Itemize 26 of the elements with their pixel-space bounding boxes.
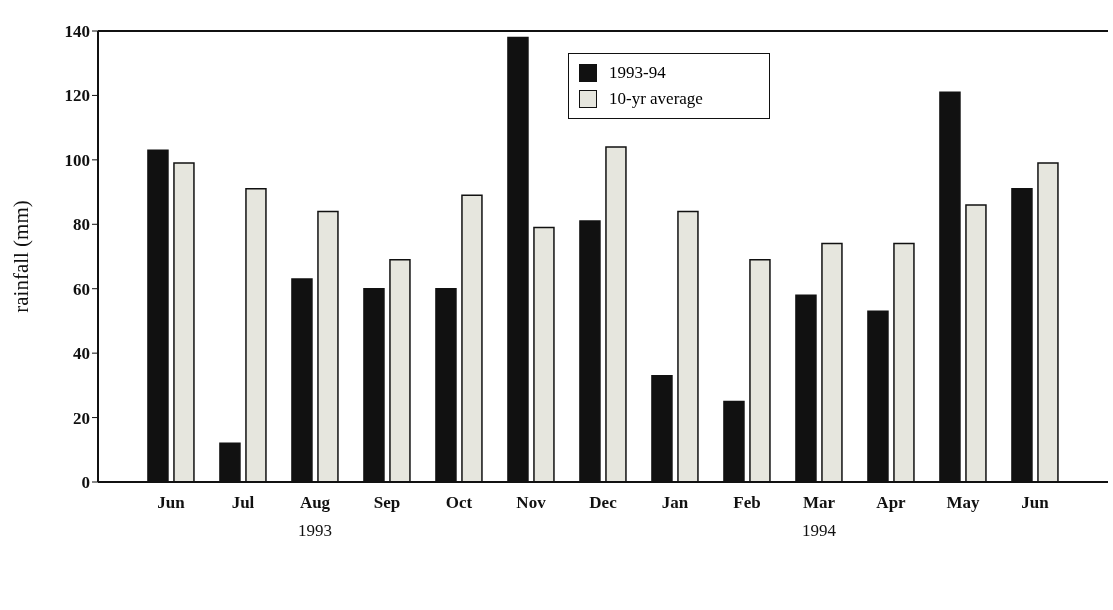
y-tick-label: 60 <box>73 279 90 299</box>
x-tick-label: Nov <box>516 493 547 512</box>
x-tick-label: Oct <box>445 493 473 512</box>
y-tick-label: 100 <box>64 150 90 170</box>
x-tick-label: Jun <box>157 493 186 512</box>
legend-label: 1993-94 <box>609 62 666 84</box>
y-tick-label: 0 <box>81 473 90 493</box>
text: 1993 <box>298 521 332 540</box>
y-tick-label: 20 <box>73 408 90 428</box>
y-tick-label: 140 <box>64 22 90 42</box>
x-tick-label: Feb <box>733 493 761 512</box>
x-tick-label: May <box>946 493 981 512</box>
x-tick-label: Jul <box>231 493 255 512</box>
x-tick-label: Apr <box>876 493 907 512</box>
x-tick-label: Aug <box>299 493 331 512</box>
x-tick-label: Jun <box>1021 493 1050 512</box>
y-tick-label: 40 <box>73 344 90 364</box>
text: 1994 <box>802 521 837 540</box>
y-tick-label: 80 <box>73 215 90 235</box>
x-tick-label: Dec <box>589 493 618 512</box>
y-axis-title: rainfall (mm) <box>9 200 34 313</box>
legend-label: 10-yr average <box>609 88 703 110</box>
x-tick-label: Sep <box>373 493 401 512</box>
y-tick-label: 120 <box>64 86 90 106</box>
x-tick-label: Jan <box>661 493 689 512</box>
x-tick-label: Mar <box>802 493 836 512</box>
